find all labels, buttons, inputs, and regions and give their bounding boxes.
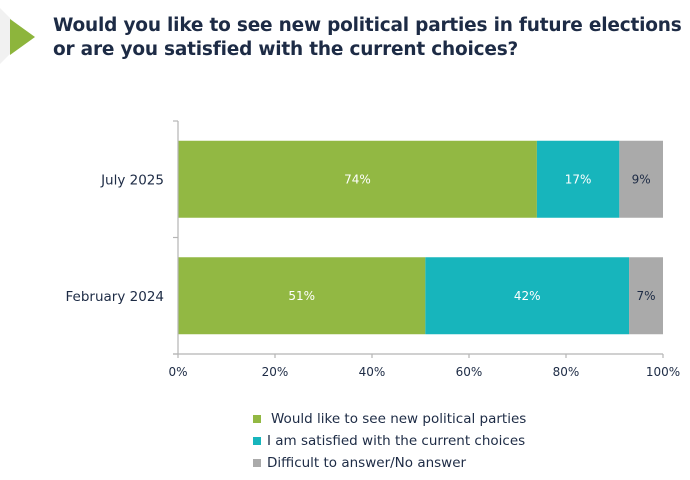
x-tick-label: 0% xyxy=(168,365,187,379)
chart-title: Would you like to see new political part… xyxy=(53,15,682,60)
bar-data-label: 9% xyxy=(632,172,651,186)
bar-segment xyxy=(619,140,663,218)
bars-layer: 74% 17% 9% 51% 42% 7% xyxy=(178,140,663,335)
category-label: July 2025 xyxy=(100,172,164,188)
legend-label: Would like to see new political parties xyxy=(271,411,527,427)
axis-layer: July 2025 February 2024 0% 20% 40% 60% 80% 100% xyxy=(66,120,680,379)
x-tick-label: 100% xyxy=(646,365,680,379)
bar-data-label: 17% xyxy=(565,172,592,186)
legend-item: Difficult to answer/No answer xyxy=(253,452,526,474)
x-tick-label: 80% xyxy=(553,365,580,379)
x-tick-label: 60% xyxy=(456,365,483,379)
bar-data-label: 42% xyxy=(514,289,541,303)
legend-swatch-icon xyxy=(253,459,261,467)
legend-label: Difficult to answer/No answer xyxy=(267,455,467,471)
bar-data-label: 7% xyxy=(637,289,656,303)
legend-item: I am satisfied with the current choices xyxy=(253,430,526,452)
bar-data-label: 74% xyxy=(344,172,371,186)
bar-chart: 74% 17% 9% 51% 42% 7% July 2025 February 2024 0… xyxy=(66,120,680,379)
x-tick-label: 20% xyxy=(262,365,289,379)
x-tick-label: 40% xyxy=(359,365,386,379)
legend-item: Would like to see new political parties xyxy=(253,408,526,430)
bar-segment xyxy=(425,257,630,335)
legend-swatch-icon xyxy=(253,437,261,445)
bar-segment xyxy=(629,257,663,335)
category-label: February 2024 xyxy=(66,289,164,305)
bar-data-label: 51% xyxy=(288,289,315,303)
title-triangle-icon xyxy=(10,19,35,55)
bar-segment xyxy=(178,257,426,335)
bar-segment xyxy=(536,140,620,218)
legend-swatch-icon xyxy=(253,415,261,423)
legend: Would like to see new political parties I… xyxy=(253,408,526,474)
legend-label: I am satisfied with the current choices xyxy=(267,433,526,449)
bar-segment xyxy=(178,140,537,218)
